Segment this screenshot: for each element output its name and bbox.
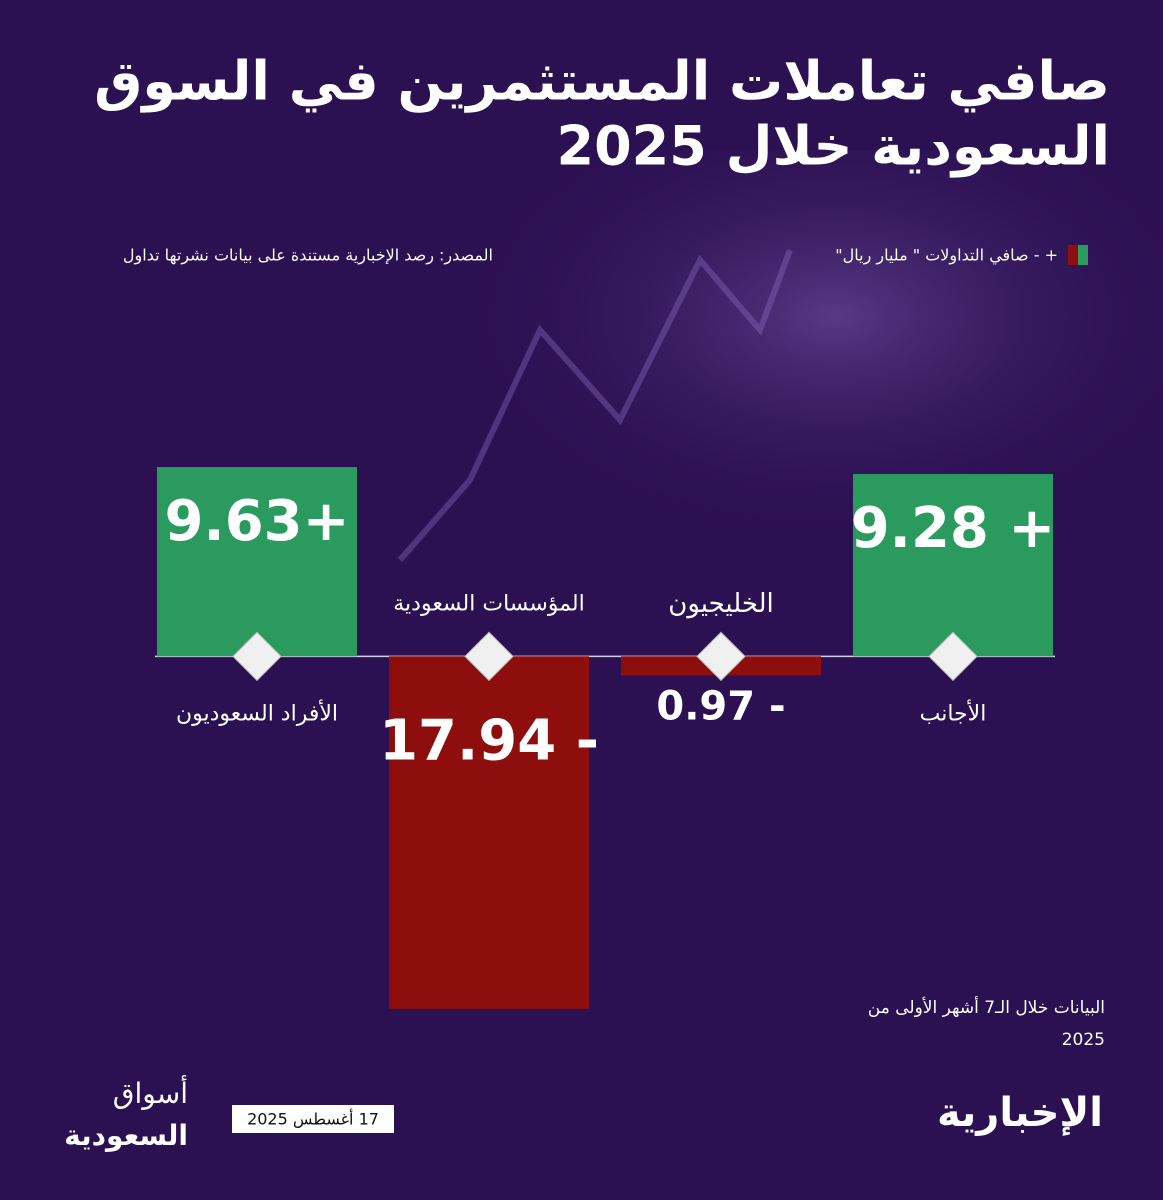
value-label: 17.94 - <box>379 708 599 773</box>
legend-text: + - صافي التداولات " مليار ريال" <box>835 246 1058 266</box>
diamond <box>696 631 746 682</box>
category-label: المؤسسات السعودية <box>393 591 585 616</box>
value-label: 9.28 + <box>851 496 1056 561</box>
bar <box>157 467 357 657</box>
value-label: 0.97 - <box>656 683 785 729</box>
legend-swatch <box>1068 245 1078 265</box>
brand2: السعودية <box>64 1119 188 1152</box>
title-line: صافي تعاملات المستثمرين في السوق <box>94 50 1110 113</box>
category-label: الخليجيون <box>668 589 774 619</box>
date-box <box>232 1105 394 1133</box>
title-line: السعودية خلال 2025 <box>557 115 1110 178</box>
legend-swatch <box>1078 245 1088 265</box>
source: المصدر: رصد الإخبارية مستندة على بيانات … <box>123 246 493 266</box>
diamond <box>928 631 978 682</box>
decor-line <box>397 248 793 562</box>
date: 17 أغسطس 2025 <box>247 1109 379 1130</box>
note: 2025 <box>1062 1030 1105 1050</box>
bar <box>853 473 1053 657</box>
diamond <box>232 631 282 682</box>
diamond <box>464 631 514 682</box>
bar <box>389 656 589 1009</box>
note: البيانات خلال الـ7 أشهر الأولى من <box>868 996 1105 1018</box>
brand2: أسواق <box>113 1074 188 1110</box>
category-label: الأجانب <box>920 699 987 726</box>
category-label: الأفراد السعوديون <box>176 699 338 726</box>
value-label: 9.63+ <box>164 489 349 554</box>
brand: الإخبارية <box>937 1090 1103 1136</box>
